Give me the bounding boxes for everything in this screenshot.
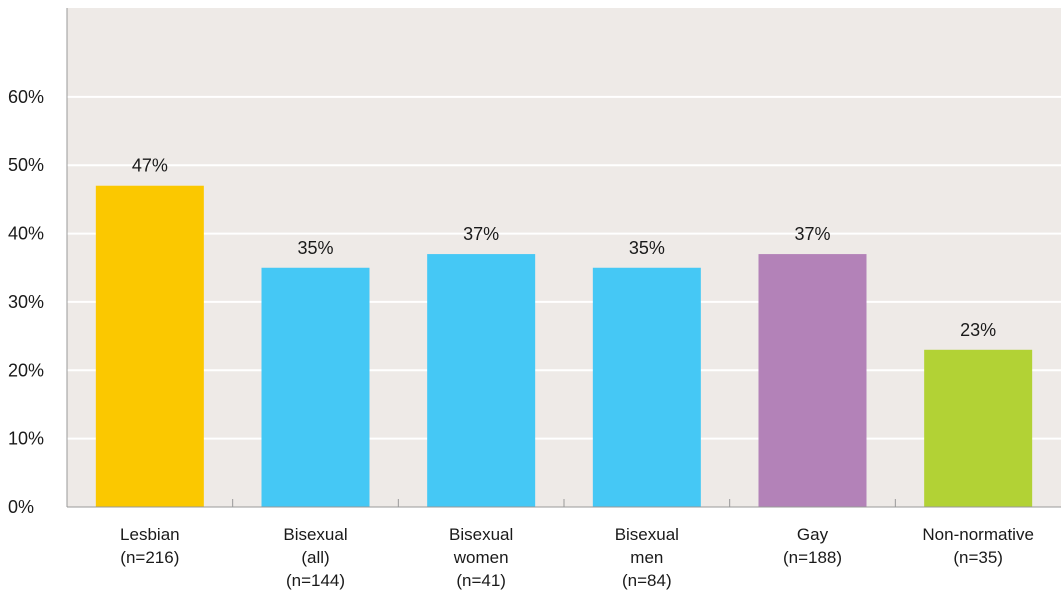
bar	[924, 349, 1033, 507]
bar	[592, 267, 701, 507]
data-label: 35%	[629, 238, 665, 258]
y-tick-label: 10%	[8, 429, 44, 449]
bar	[95, 185, 204, 508]
x-category-label: Bisexual women (n=41)	[449, 525, 513, 590]
bars	[95, 185, 1033, 508]
x-category-label: Non-normative (n=35)	[922, 525, 1034, 567]
data-label: 37%	[794, 224, 830, 244]
data-label: 35%	[297, 238, 333, 258]
y-tick-label: 40%	[8, 224, 44, 244]
x-category-labels: Lesbian (n=216) Bisexual (all) (n=144) Bisexu…	[120, 525, 1034, 590]
y-tick-label: 20%	[8, 360, 44, 380]
y-tick-label: 30%	[8, 292, 44, 312]
y-tick-labels: 0% 10% 20% 30% 40% 50% 60%	[8, 87, 44, 517]
data-label: 47%	[132, 156, 168, 176]
bar	[758, 254, 867, 507]
data-label: 37%	[463, 224, 499, 244]
x-category-label: Bisexual (all) (n=144)	[283, 525, 347, 590]
y-tick-label: 0%	[8, 497, 34, 517]
gridlines	[67, 95, 1061, 440]
y-tick-label: 60%	[8, 87, 44, 107]
bar	[427, 254, 536, 507]
x-category-label: Gay (n=188)	[783, 525, 842, 567]
data-labels: 47% 35% 37% 35% 37% 23%	[132, 156, 996, 340]
x-category-label: Lesbian (n=216)	[120, 525, 180, 567]
axes	[66, 8, 1061, 508]
plot-area	[67, 8, 1061, 507]
data-label: 23%	[960, 320, 996, 340]
y-tick-label: 50%	[8, 155, 44, 175]
x-category-label: Bisexual men (n=84)	[615, 525, 679, 590]
bar	[261, 267, 370, 507]
